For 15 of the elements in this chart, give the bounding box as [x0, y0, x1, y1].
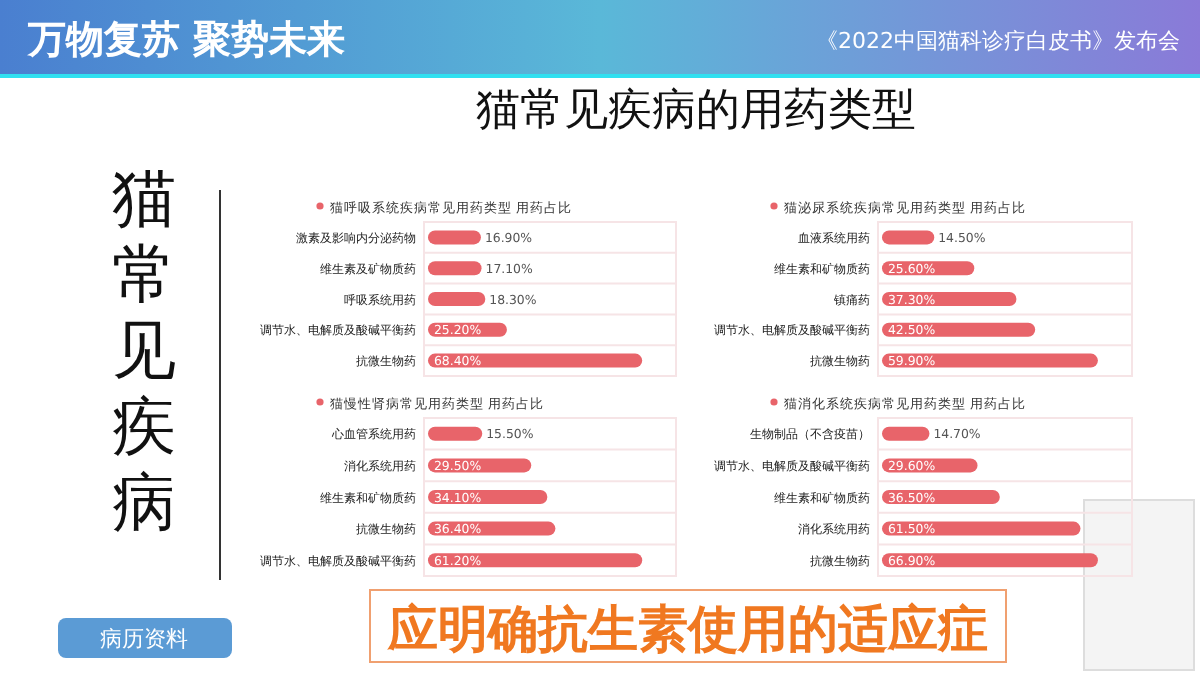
- text: 猫常见疾病: [112, 160, 176, 540]
- bar: [428, 426, 483, 441]
- text: 《2022中国猫科诊疗白皮书》发布会: [816, 28, 1180, 54]
- text: 万物复苏 聚势未来: [26, 18, 346, 62]
- text: 应明确抗生素使用的适应症: [386, 600, 988, 658]
- text: 病历资料: [100, 626, 188, 652]
- text: 猫常见疾病的用药类型: [476, 86, 916, 136]
- bar: [882, 353, 1098, 368]
- bar: [882, 521, 1081, 536]
- bar: [428, 230, 481, 245]
- bar: [882, 426, 930, 441]
- bar: [428, 292, 486, 306]
- bar: [428, 261, 482, 276]
- bar: [428, 553, 643, 568]
- bar: [882, 230, 935, 245]
